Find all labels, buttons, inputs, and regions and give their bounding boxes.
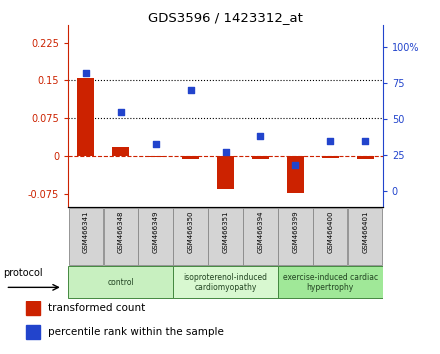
Title: GDS3596 / 1423312_at: GDS3596 / 1423312_at: [148, 11, 303, 24]
Text: isoproterenol-induced
cardiomyopathy: isoproterenol-induced cardiomyopathy: [183, 273, 268, 292]
Bar: [147, 156, 164, 158]
FancyBboxPatch shape: [278, 208, 312, 265]
Bar: [287, 156, 304, 193]
FancyBboxPatch shape: [313, 208, 348, 265]
Text: GSM466394: GSM466394: [257, 210, 264, 252]
FancyBboxPatch shape: [243, 208, 278, 265]
Text: GSM466399: GSM466399: [293, 210, 298, 253]
Point: [187, 87, 194, 93]
Text: control: control: [107, 278, 134, 287]
FancyBboxPatch shape: [348, 208, 382, 265]
Text: GSM466350: GSM466350: [187, 210, 194, 252]
Text: GSM466351: GSM466351: [223, 210, 228, 252]
Text: GSM466400: GSM466400: [327, 210, 334, 252]
Text: transformed count: transformed count: [48, 303, 145, 313]
Text: GSM466348: GSM466348: [117, 210, 124, 252]
Text: GSM466341: GSM466341: [83, 210, 89, 252]
Text: exercise-induced cardiac
hypertrophy: exercise-induced cardiac hypertrophy: [283, 273, 378, 292]
Bar: [26, 325, 40, 338]
FancyBboxPatch shape: [278, 266, 383, 298]
FancyBboxPatch shape: [173, 208, 208, 265]
FancyBboxPatch shape: [68, 266, 173, 298]
Point: [152, 141, 159, 147]
Bar: [77, 78, 95, 156]
Point: [82, 70, 89, 76]
Point: [362, 138, 369, 144]
Point: [222, 149, 229, 155]
FancyBboxPatch shape: [103, 208, 138, 265]
Bar: [356, 156, 374, 159]
Bar: [112, 147, 129, 156]
Point: [292, 162, 299, 168]
Bar: [26, 301, 40, 315]
Text: GSM466401: GSM466401: [362, 210, 368, 252]
Point: [327, 138, 334, 144]
Bar: [322, 156, 339, 158]
FancyBboxPatch shape: [69, 208, 103, 265]
Bar: [217, 156, 234, 189]
Bar: [182, 156, 199, 159]
Text: protocol: protocol: [4, 268, 43, 278]
Text: GSM466349: GSM466349: [153, 210, 158, 252]
Point: [117, 109, 124, 115]
Point: [257, 133, 264, 139]
FancyBboxPatch shape: [173, 266, 278, 298]
Bar: [252, 156, 269, 159]
Text: percentile rank within the sample: percentile rank within the sample: [48, 327, 224, 337]
FancyBboxPatch shape: [139, 208, 173, 265]
FancyBboxPatch shape: [209, 208, 242, 265]
